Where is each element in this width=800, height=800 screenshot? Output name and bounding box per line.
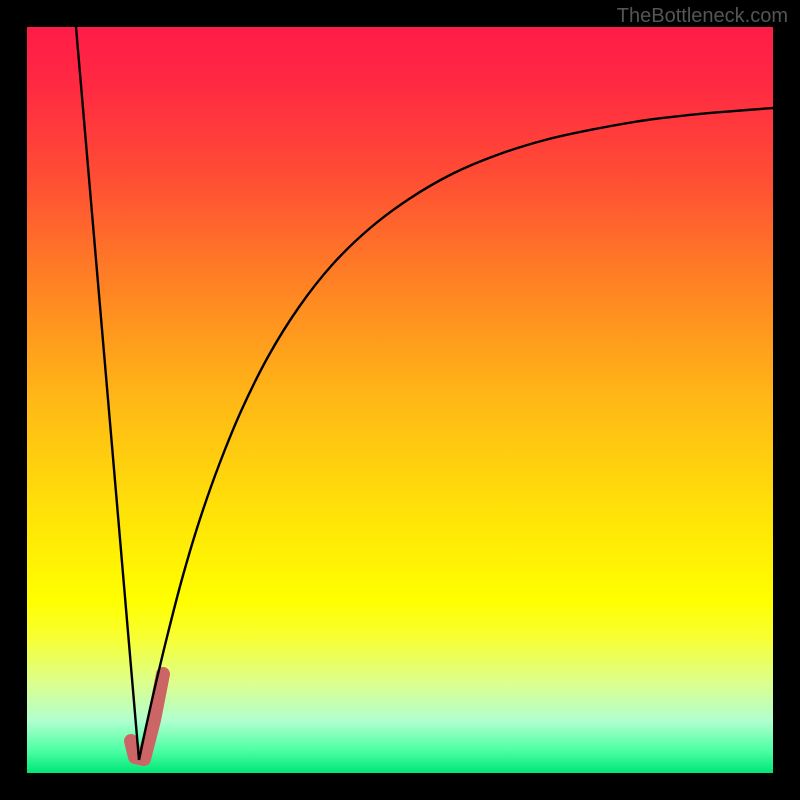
left-line bbox=[76, 27, 139, 760]
watermark-text: TheBottleneck.com bbox=[617, 5, 788, 28]
right-curve bbox=[139, 108, 773, 760]
plot-area bbox=[27, 27, 773, 773]
curves-layer bbox=[27, 27, 773, 773]
